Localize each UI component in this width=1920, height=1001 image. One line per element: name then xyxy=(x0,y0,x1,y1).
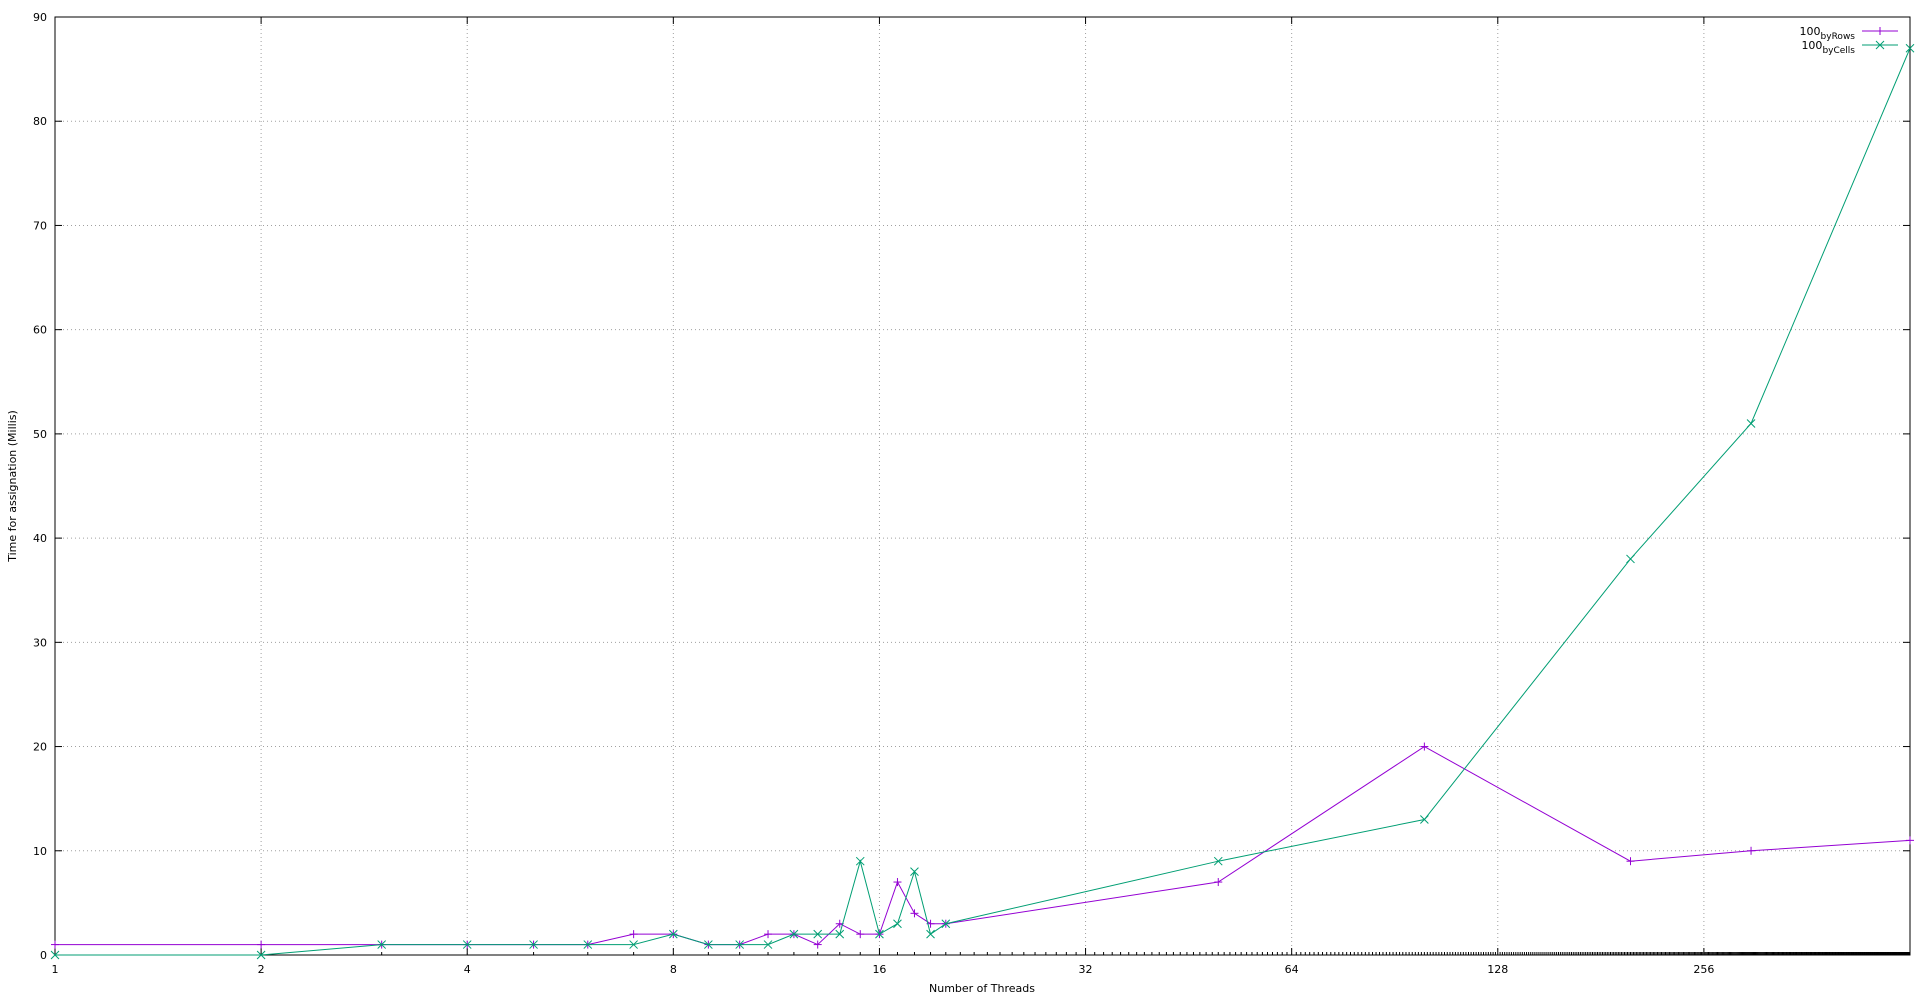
data-point xyxy=(1214,878,1223,887)
data-point xyxy=(763,940,773,949)
data-point xyxy=(1746,419,1756,428)
x-tick-label: 32 xyxy=(1079,963,1093,976)
data-point xyxy=(835,929,845,939)
x-tick-label: 4 xyxy=(464,963,471,976)
y-tick-label: 20 xyxy=(33,741,47,754)
data-point xyxy=(893,919,902,929)
series-byRows xyxy=(51,742,1914,949)
data-point xyxy=(668,929,678,939)
legend-entry-byRows: 100byRows xyxy=(1800,25,1898,42)
data-point xyxy=(1420,815,1429,824)
legend-marker xyxy=(1876,27,1884,35)
data-point xyxy=(813,929,823,939)
legend-marker xyxy=(1875,40,1885,50)
x-tick-label: 128 xyxy=(1487,963,1508,976)
data-point xyxy=(893,878,902,887)
data-point xyxy=(377,940,387,949)
data-point xyxy=(941,919,951,929)
data-point xyxy=(462,940,472,949)
data-point xyxy=(50,950,60,960)
y-tick-label: 60 xyxy=(33,324,47,337)
series-line-byCells xyxy=(55,48,1911,956)
y-tick-label: 70 xyxy=(33,219,47,232)
x-tick-label: 1 xyxy=(52,963,59,976)
data-point xyxy=(856,930,865,939)
y-tick-label: 80 xyxy=(33,115,47,128)
data-point xyxy=(910,909,919,918)
data-point xyxy=(813,940,822,949)
data-point xyxy=(926,929,935,939)
data-point xyxy=(51,940,59,949)
data-point xyxy=(764,930,773,939)
data-point xyxy=(1905,43,1915,53)
data-point xyxy=(789,929,799,939)
x-tick-label: 64 xyxy=(1285,963,1299,976)
grid-layer xyxy=(55,17,1910,955)
legend-entry-byCells: 100byCells xyxy=(1801,39,1898,56)
data-point xyxy=(257,940,266,949)
data-point xyxy=(1420,742,1429,751)
data-point xyxy=(910,867,919,876)
data-point xyxy=(735,940,745,949)
data-point xyxy=(1626,554,1635,564)
data-point xyxy=(1906,836,1914,845)
series-layer xyxy=(50,43,1915,960)
y-tick-label: 90 xyxy=(33,11,47,24)
y-tick-label: 30 xyxy=(33,636,47,649)
data-point xyxy=(583,940,593,949)
y-tick-label: 40 xyxy=(33,532,47,545)
data-point xyxy=(1213,856,1223,866)
data-point xyxy=(629,930,638,939)
tick-layer: 0 10 20 30 40 50 60 70 80 90 1 2 4 8 16 32 64 128 256 xyxy=(33,11,1910,976)
data-point xyxy=(1626,857,1635,866)
series-byCells xyxy=(50,43,1915,960)
data-point xyxy=(855,856,865,866)
data-point xyxy=(704,940,713,949)
y-tick-label: 50 xyxy=(33,428,47,441)
y-tick-label: 0 xyxy=(40,949,47,962)
plot-frame xyxy=(54,16,1911,956)
legend-label: 100byRows xyxy=(1800,25,1856,42)
x-tick-label: 16 xyxy=(872,963,886,976)
data-point xyxy=(875,929,884,939)
x-tick-label: 8 xyxy=(670,963,677,976)
data-point xyxy=(529,940,538,949)
x-tick-label: 256 xyxy=(1693,963,1714,976)
data-point xyxy=(256,950,266,960)
y-tick-label: 10 xyxy=(33,845,47,858)
x-tick-label: 2 xyxy=(258,963,265,976)
data-point xyxy=(629,940,638,949)
y-axis-label: Time for assignation (Millis) xyxy=(6,410,19,563)
x-axis-label: Number of Threads xyxy=(929,982,1035,995)
legend-label: 100byCells xyxy=(1801,39,1855,56)
data-point xyxy=(1747,846,1756,855)
